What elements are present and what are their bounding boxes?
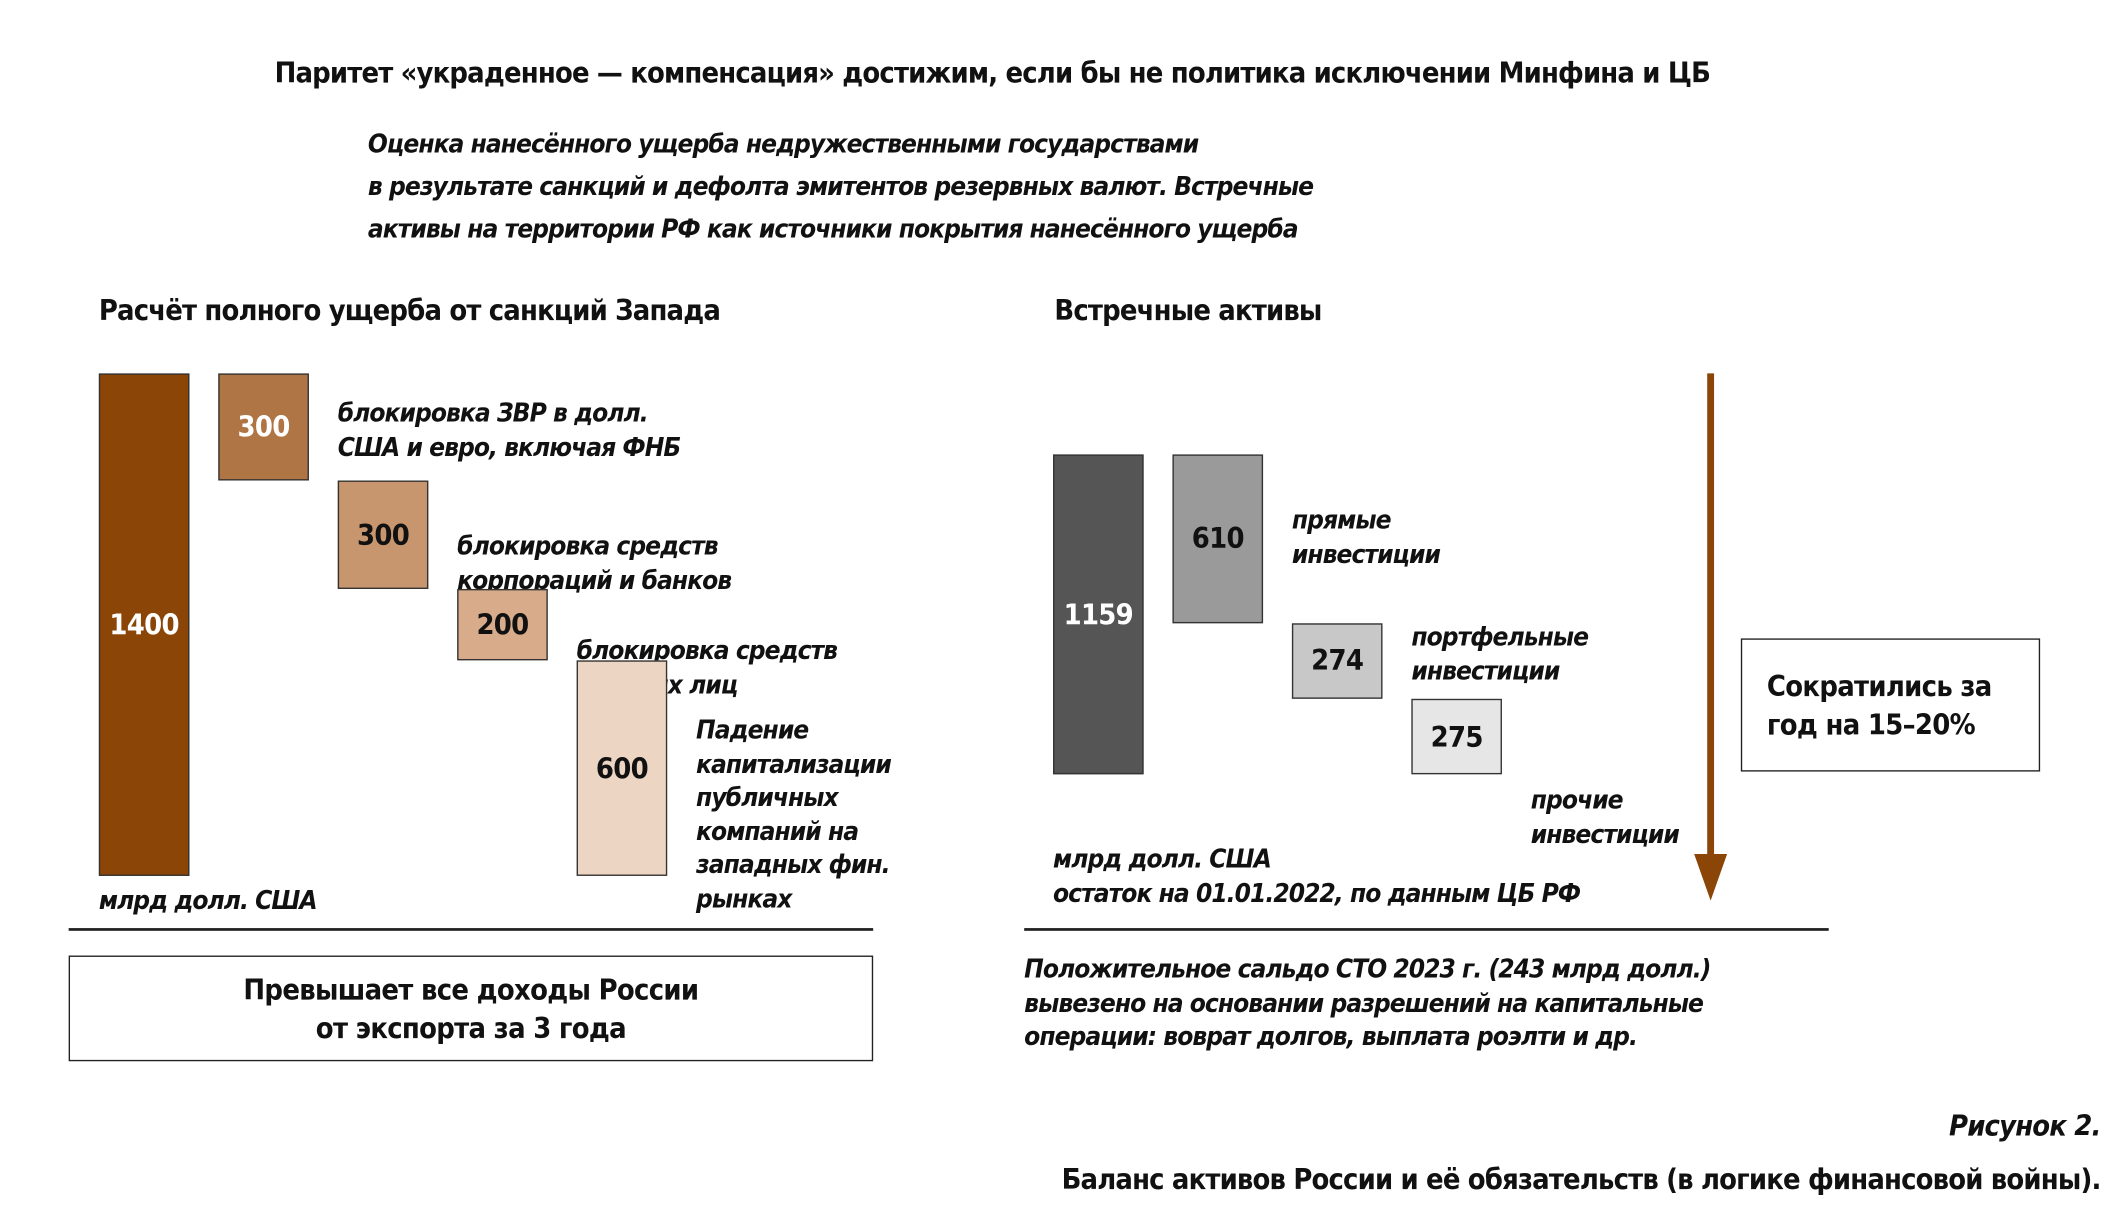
bar-value-label: 1400 xyxy=(109,608,179,642)
component-label: блокировка средств корпораций и банков xyxy=(457,530,732,598)
label-line: инвестиции xyxy=(1291,538,1441,570)
label-line: Падение xyxy=(696,715,809,746)
note-line: Превышает все доходы России xyxy=(243,972,699,1006)
bar-value-label: 274 xyxy=(1311,644,1364,678)
label-line: портфельные xyxy=(1411,621,1589,653)
note-line: вывезено на основании разрешений на капи… xyxy=(1024,987,1704,1019)
bar-value-label: 300 xyxy=(356,518,410,552)
left-note-box: Превышает все доходы России от экспорта … xyxy=(68,955,874,1062)
bar-value-label: 600 xyxy=(595,751,649,785)
bar-value-label: 200 xyxy=(476,608,529,642)
unit-note-text: остаток на 01.01.2022, по данным ЦБ РФ xyxy=(1053,878,1581,909)
component-bar: 300 xyxy=(337,481,429,589)
label-line: блокировка средств xyxy=(457,531,718,562)
label-line: прямые xyxy=(1291,505,1392,536)
label-line: блокировка ЗВР в долл. xyxy=(337,398,649,429)
note-line: от экспорта за 3 года xyxy=(315,1011,627,1045)
label-line: рынках xyxy=(696,884,792,915)
right-note: Положительное сальдо СТО 2023 г. (243 мл… xyxy=(1024,953,1711,1054)
figure-number: Рисунок 2. xyxy=(1949,1109,2101,1143)
bar-value-label: 300 xyxy=(237,410,291,444)
label-line: инвестиции xyxy=(1411,655,1560,686)
figure-caption: Баланс активов России и её обязательств … xyxy=(1061,1162,2102,1196)
left-chart-title: Расчёт полного ущерба от санкций Запада xyxy=(98,293,721,327)
note-line: Положительное сальдо СТО 2023 г. (243 мл… xyxy=(1024,954,1711,985)
total-bar: 1159 xyxy=(1053,454,1144,775)
component-bar: 300 xyxy=(218,373,309,482)
subtitle-line: активы на территории РФ как источники по… xyxy=(367,214,1299,245)
bar-value-label: 275 xyxy=(1430,720,1484,754)
component-bar: 274 xyxy=(1291,623,1383,699)
left-unit-label: млрд долл. США xyxy=(98,885,318,916)
decline-line: Сократились за xyxy=(1766,669,1992,703)
decline-line: год на 15–20% xyxy=(1766,707,1976,741)
label-line: компаний на xyxy=(696,816,859,847)
subtitle-line: в результате санкций и дефолта эмитентов… xyxy=(367,171,1314,202)
label-line: капитализации xyxy=(696,749,892,780)
component-bar: 200 xyxy=(457,588,548,661)
left-baseline xyxy=(68,928,874,931)
label-line: публичных xyxy=(696,782,839,814)
down-arrow-icon xyxy=(1694,373,1728,901)
label-line: западных фин. xyxy=(696,850,891,881)
unit-text: млрд долл. США xyxy=(1053,844,1272,875)
right-unit-label: млрд долл. США остаток на 01.01.2022, по… xyxy=(1053,843,1581,911)
component-label: Падение капитализации публичных компаний на… xyxy=(696,714,892,917)
note-line: операции: воврат долгов, выплата роэлти … xyxy=(1024,1021,1638,1052)
label-line: инвестиции xyxy=(1530,819,1680,850)
right-chart-title: Встречные активы xyxy=(1054,293,1322,327)
label-line: США и евро, включая ФНБ xyxy=(337,431,682,463)
component-bar: 610 xyxy=(1172,454,1264,624)
component-label: блокировка ЗВР в долл. США и евро, включа… xyxy=(337,397,682,465)
component-label: прочие инвестиции xyxy=(1530,784,1680,852)
bar-value-label: 610 xyxy=(1191,522,1245,556)
subtitle-line: Оценка нанесённого ущерба недружественны… xyxy=(367,129,1199,160)
label-line: прочие xyxy=(1530,785,1624,816)
bar-value-label: 1159 xyxy=(1063,598,1134,632)
figure-subtitle: Оценка нанесённого ущерба недружественны… xyxy=(367,124,1314,252)
total-bar: 1400 xyxy=(98,373,190,876)
component-bar: 275 xyxy=(1411,698,1502,775)
component-label: прямые инвестиции xyxy=(1291,504,1441,572)
right-baseline xyxy=(1024,928,1829,931)
decline-box: Сократились за год на 15–20% xyxy=(1740,638,2041,772)
figure-title: Паритет «украденное — компенсация» дости… xyxy=(274,56,1711,90)
component-bar: 600 xyxy=(576,660,668,876)
component-label: портфельные инвестиции xyxy=(1411,621,1589,689)
